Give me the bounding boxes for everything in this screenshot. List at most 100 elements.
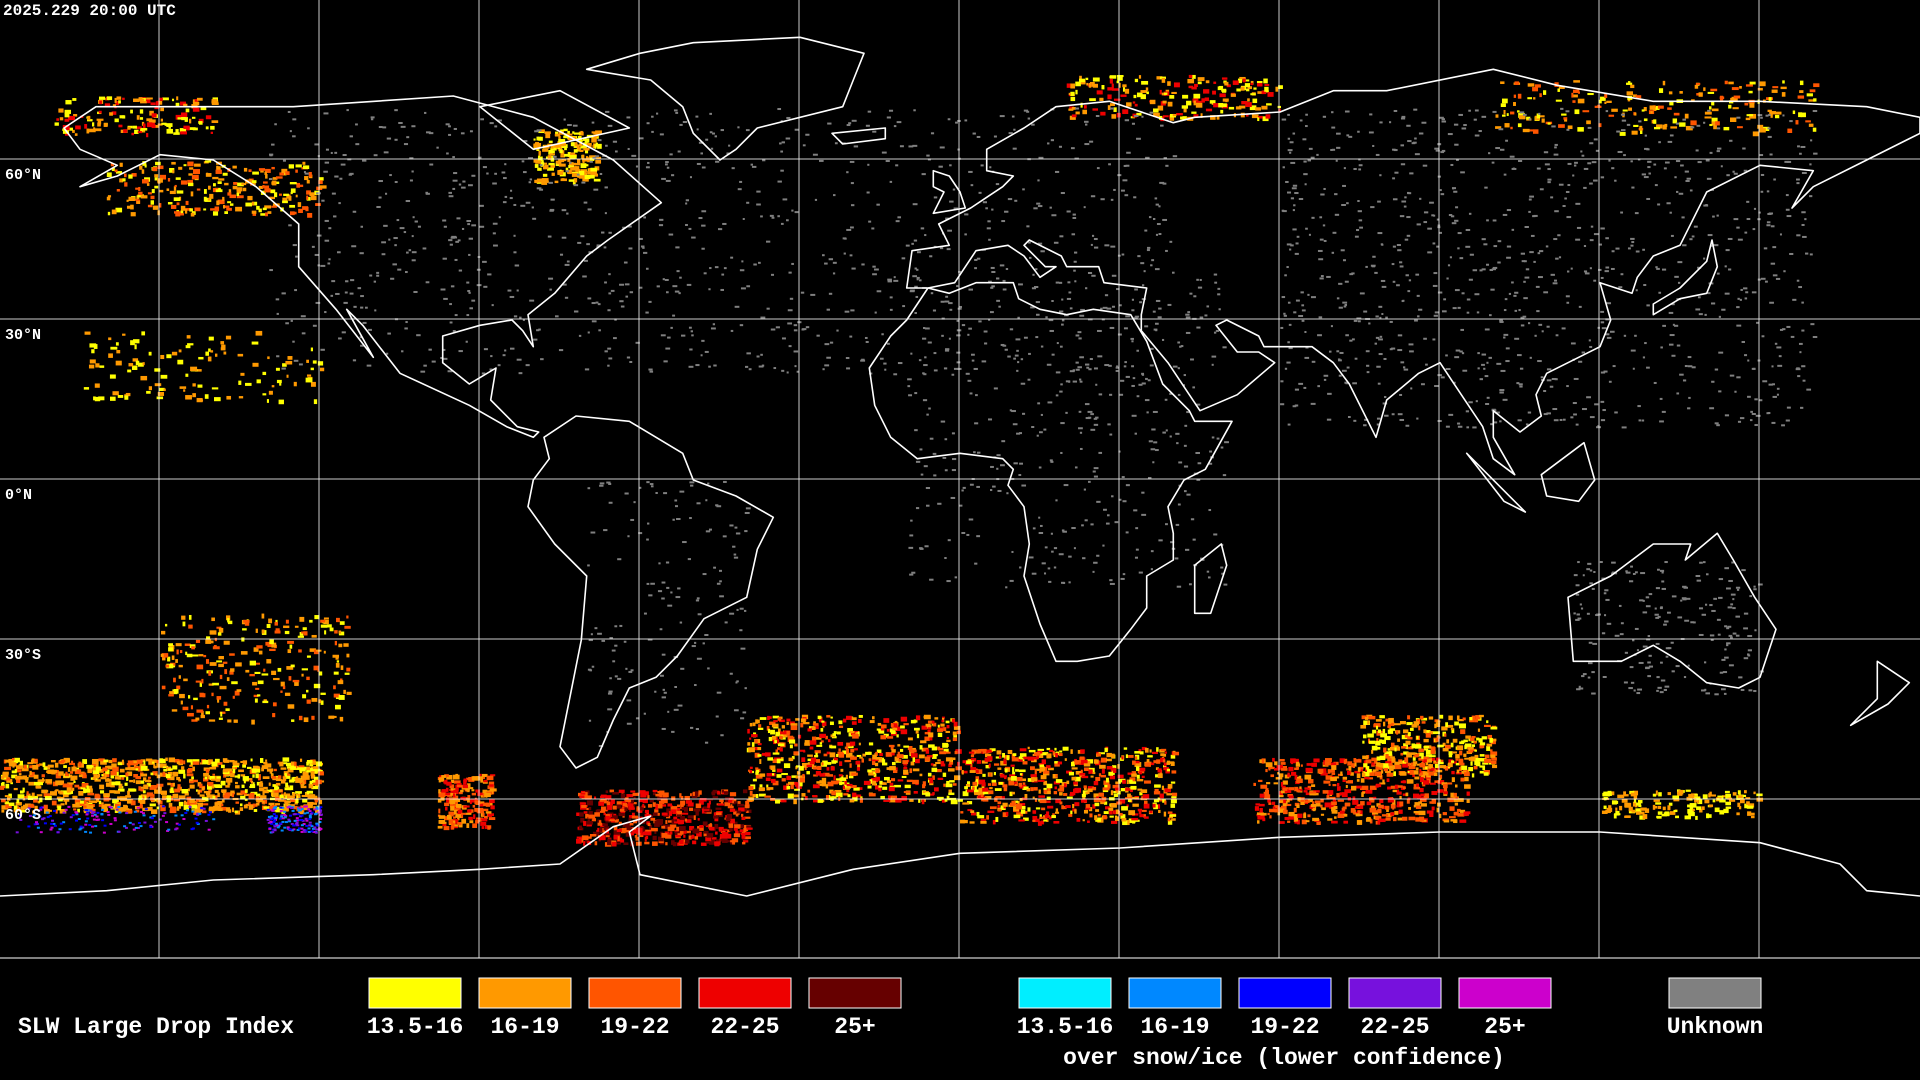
- drop-pixel: [1265, 788, 1269, 792]
- drop-pixel: [58, 760, 64, 764]
- drop-pixel: [1627, 81, 1631, 85]
- drop-pixel: [1297, 813, 1303, 818]
- drop-pixel: [579, 149, 584, 153]
- drop-pixel: [1236, 88, 1241, 92]
- drop-pixel: [975, 770, 979, 773]
- drop-pixel: [690, 836, 693, 839]
- drop-pixel: [135, 780, 141, 785]
- drop-pixel: [480, 777, 484, 783]
- drop-pixel: [607, 841, 612, 846]
- drop-pixel: [1419, 797, 1427, 802]
- drop-pixel: [1269, 815, 1272, 819]
- drop-pixel: [158, 203, 162, 208]
- drop-pixel: [306, 689, 309, 693]
- drop-pixel: [471, 792, 477, 796]
- drop-pixel: [1035, 807, 1041, 810]
- drop-pixel: [220, 711, 223, 717]
- drop-pixel: [662, 804, 667, 807]
- drop-pixel: [1066, 780, 1070, 785]
- drop-pixel: [583, 821, 587, 826]
- drop-pixel: [1018, 782, 1022, 787]
- drop-pixel: [547, 167, 554, 171]
- drop-pixel: [313, 683, 321, 689]
- drop-pixel: [238, 769, 244, 773]
- drop-pixel: [1106, 758, 1112, 762]
- drop-pixel: [1464, 784, 1471, 789]
- drop-pixel: [73, 808, 77, 811]
- drop-pixel: [1487, 734, 1493, 740]
- drop-pixel: [1418, 810, 1426, 816]
- drop-pixel: [644, 831, 652, 836]
- drop-pixel: [78, 774, 83, 778]
- drop-pixel: [67, 782, 74, 785]
- drop-pixel: [1336, 793, 1340, 798]
- drop-pixel: [268, 782, 271, 786]
- drop-pixel: [971, 758, 977, 761]
- drop-pixel: [1574, 109, 1580, 115]
- drop-pixel: [1400, 752, 1404, 756]
- drop-pixel: [249, 179, 252, 185]
- drop-pixel: [757, 754, 762, 757]
- drop-pixel: [1273, 768, 1280, 771]
- drop-pixel: [234, 810, 238, 813]
- drop-pixel: [1703, 87, 1706, 91]
- drop-pixel: [1141, 746, 1147, 751]
- drop-pixel: [937, 732, 943, 737]
- drop-pixel: [317, 669, 320, 672]
- drop-pixel: [1282, 780, 1288, 785]
- drop-pixel: [275, 803, 280, 806]
- drop-pixel: [306, 766, 311, 771]
- drop-pixel: [843, 785, 851, 789]
- drop-pixel: [1003, 759, 1007, 765]
- drop-pixel: [196, 97, 203, 101]
- drop-pixel: [940, 761, 945, 765]
- drop-pixel: [184, 117, 188, 122]
- drop-pixel: [810, 726, 816, 730]
- drop-pixel: [216, 660, 223, 663]
- drop-pixel: [780, 737, 786, 740]
- drop-pixel: [721, 831, 729, 835]
- drop-pixel: [203, 196, 207, 202]
- drop-pixel: [825, 795, 829, 801]
- drop-pixel: [749, 766, 753, 769]
- drop-pixel: [180, 180, 188, 185]
- drop-pixel: [1055, 798, 1062, 804]
- drop-pixel: [29, 772, 35, 777]
- drop-pixel: [1303, 790, 1308, 793]
- drop-pixel: [264, 188, 271, 193]
- drop-pixel: [1475, 715, 1481, 720]
- drop-pixel: [732, 840, 736, 845]
- drop-pixel: [1310, 791, 1317, 794]
- drop-pixel: [881, 724, 887, 729]
- drop-pixel: [1419, 816, 1425, 822]
- drop-pixel: [99, 784, 105, 790]
- drop-pixel: [1265, 790, 1270, 795]
- drop-pixel: [1723, 126, 1730, 131]
- drop-pixel: [180, 101, 187, 106]
- drop-pixel: [901, 754, 908, 759]
- drop-pixel: [251, 719, 255, 725]
- drop-pixel: [1170, 761, 1175, 766]
- drop-pixel: [1393, 723, 1401, 726]
- drop-pixel: [869, 720, 875, 724]
- drop-pixel: [1471, 744, 1476, 747]
- drop-pixel: [991, 782, 997, 786]
- drop-pixel: [1343, 820, 1349, 824]
- drop-pixel: [1344, 758, 1348, 763]
- drop-pixel: [169, 776, 175, 781]
- drop-pixel: [1277, 772, 1280, 775]
- drop-pixel: [232, 768, 236, 774]
- drop-pixel: [169, 190, 176, 195]
- drop-pixel: [967, 758, 975, 762]
- drop-pixel: [1376, 762, 1381, 767]
- drop-pixel: [175, 129, 179, 133]
- drop-pixel: [144, 796, 147, 800]
- drop-pixel: [680, 815, 685, 820]
- drop-pixel: [849, 730, 855, 734]
- drop-pixel: [814, 724, 819, 730]
- drop-pixel: [150, 759, 157, 763]
- drop-pixel: [585, 795, 592, 800]
- drop-pixel: [159, 189, 164, 193]
- drop-pixel: [1312, 807, 1316, 812]
- drop-pixel: [306, 761, 309, 766]
